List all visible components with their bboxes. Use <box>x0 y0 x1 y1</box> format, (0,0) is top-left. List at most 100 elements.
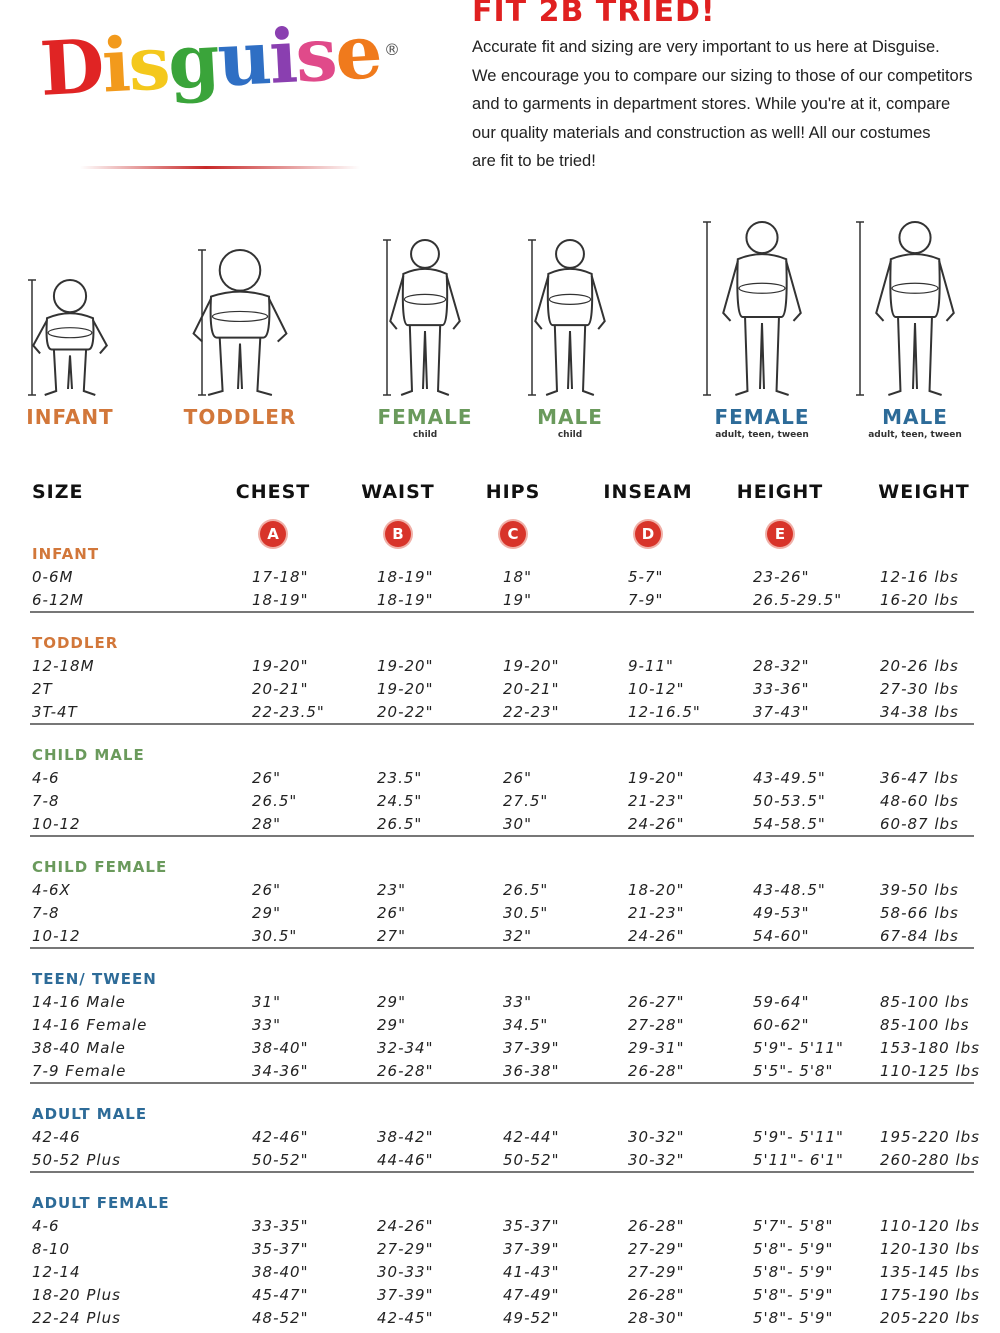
value-cell: 30.5" <box>503 904 549 922</box>
figure-label: FEMALE <box>377 405 473 429</box>
column-header: HIPS <box>485 481 541 503</box>
value-cell: 30" <box>503 815 532 833</box>
value-cell: 26-27" <box>628 993 685 1011</box>
intro-line: are fit to be tried! <box>472 152 596 170</box>
value-cell: 33" <box>503 993 532 1011</box>
value-cell: 18-20" <box>628 881 685 899</box>
value-cell: 5-7" <box>628 568 664 586</box>
value-cell: 39-50 lbs <box>880 881 959 899</box>
value-cell: 49-53" <box>753 904 810 922</box>
figure-outline <box>548 293 592 305</box>
size-cell: 4-6 <box>32 769 60 787</box>
value-cell: 5'8"- 5'9" <box>753 1309 834 1327</box>
value-cell: 10-12" <box>628 680 685 698</box>
value-cell: 24-26" <box>377 1217 434 1235</box>
value-cell: 26" <box>252 881 281 899</box>
value-cell: 27-29" <box>628 1240 685 1258</box>
size-cell: 3T-4T <box>32 703 78 721</box>
size-cell: 4-6 <box>32 1217 60 1235</box>
value-cell: 42-44" <box>503 1128 560 1146</box>
group-rule <box>30 835 974 837</box>
figures <box>28 221 955 396</box>
value-cell: 32-34" <box>377 1039 434 1057</box>
value-cell: 135-145 lbs <box>880 1263 980 1281</box>
figure-outline <box>738 282 786 294</box>
value-cell: 36-47 lbs <box>880 769 959 787</box>
size-cell: 50-52 Plus <box>32 1151 121 1169</box>
value-cell: 19-20" <box>503 657 560 675</box>
logo-mark: ® <box>384 40 400 59</box>
value-cell: 54-58.5" <box>753 815 826 833</box>
value-cell: 24-26" <box>628 927 685 945</box>
figure-outline <box>403 293 447 305</box>
figure-outline <box>45 312 95 351</box>
value-cell: 60-62" <box>753 1016 810 1034</box>
value-cell: 50-53.5" <box>753 792 826 810</box>
value-cell: 7-9" <box>628 591 664 609</box>
value-cell: 12-16 lbs <box>880 568 959 586</box>
value-cell: 23-26" <box>753 568 810 586</box>
value-cell: 195-220 lbs <box>880 1128 980 1146</box>
size-cell: 8-10 <box>32 1240 71 1258</box>
figure-label: MALE <box>882 405 948 429</box>
value-cell: 32" <box>503 927 532 945</box>
group-name: TEEN/ TWEEN <box>32 970 157 988</box>
value-cell: 27-29" <box>628 1263 685 1281</box>
figure-outline <box>534 275 606 330</box>
figure-outline <box>888 316 942 396</box>
group-rule <box>30 723 974 725</box>
figure-outline <box>207 337 273 396</box>
value-cell: 22-23" <box>503 703 560 721</box>
figure-label: MALE <box>537 405 603 429</box>
figure-outline <box>47 327 93 339</box>
value-cell: 26" <box>252 769 281 787</box>
value-cell: 42-45" <box>377 1309 434 1327</box>
value-cell: 19-20" <box>628 769 685 787</box>
group-rule <box>30 947 974 949</box>
figure-outline <box>735 316 789 396</box>
figure-sublabel: adult, teen, tween <box>868 430 962 440</box>
size-cell: 12-14 <box>32 1263 81 1281</box>
figure-outline <box>745 221 779 255</box>
size-cell: 7-8 <box>32 792 60 810</box>
value-cell: 30-32" <box>628 1151 685 1169</box>
value-cell: 37-43" <box>753 703 810 721</box>
value-cell: 58-66 lbs <box>880 904 959 922</box>
size-cell: 2T <box>32 680 53 698</box>
value-cell: 27" <box>377 927 406 945</box>
value-cell: 26.5" <box>377 815 423 833</box>
value-cell: 48-52" <box>252 1309 309 1327</box>
value-cell: 21-23" <box>628 792 685 810</box>
value-cell: 42-46" <box>252 1128 309 1146</box>
intro-line: Accurate fit and sizing are very importa… <box>472 38 940 56</box>
figure-outline <box>401 267 449 327</box>
value-cell: 26.5-29.5" <box>753 591 843 609</box>
value-cell: 26" <box>503 769 532 787</box>
value-cell: 29-31" <box>628 1039 685 1057</box>
title: FIT 2B TRIED! <box>472 0 716 29</box>
figure-outline <box>736 253 788 318</box>
value-cell: 33" <box>252 1016 281 1034</box>
value-cell: 110-125 lbs <box>880 1062 980 1080</box>
figure-outline <box>218 249 262 292</box>
value-cell: 41-43" <box>503 1263 560 1281</box>
value-cell: 5'9"- 5'11" <box>753 1039 844 1057</box>
value-cell: 5'8"- 5'9" <box>753 1263 834 1281</box>
column-badge: D <box>635 521 661 547</box>
group-name: TODDLER <box>32 634 119 652</box>
value-cell: 30-33" <box>377 1263 434 1281</box>
value-cell: 9-11" <box>628 657 674 675</box>
logo: Disguise <box>37 9 383 113</box>
group-name: ADULT MALE <box>32 1105 148 1123</box>
value-cell: 27-29" <box>377 1240 434 1258</box>
column-badge: E <box>767 521 793 547</box>
figure-label: INFANT <box>26 405 114 429</box>
value-cell: 44-46" <box>377 1151 434 1169</box>
value-cell: 5'8"- 5'9" <box>753 1286 834 1304</box>
intro-line: We encourage you to compare our sizing t… <box>472 66 973 85</box>
group-rule <box>30 1171 974 1173</box>
value-cell: 43-48.5" <box>753 881 826 899</box>
column-badge: C <box>500 521 526 547</box>
group-name: CHILD FEMALE <box>32 858 168 876</box>
value-cell: 20-21" <box>252 680 309 698</box>
